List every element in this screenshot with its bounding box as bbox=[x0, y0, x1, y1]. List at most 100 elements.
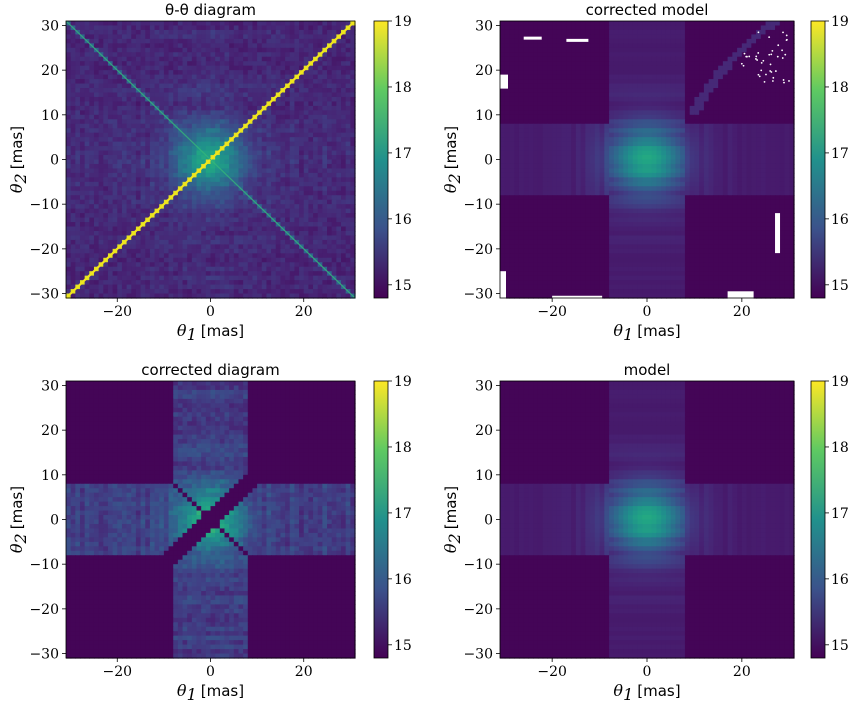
heatmap-cell bbox=[775, 21, 781, 27]
heatmap-cell bbox=[331, 101, 337, 107]
heatmap-cell bbox=[670, 29, 677, 36]
heatmap-cell bbox=[66, 159, 72, 165]
heatmap-cell bbox=[243, 43, 249, 49]
heatmap-cell bbox=[322, 83, 328, 89]
heatmap-cell bbox=[159, 163, 165, 170]
heatmap-cell bbox=[703, 74, 710, 80]
heatmap-cell bbox=[313, 132, 319, 138]
heatmap-cell bbox=[656, 70, 662, 76]
heatmap-cell bbox=[313, 168, 319, 174]
heatmap-cell bbox=[303, 181, 309, 187]
heatmap-cell bbox=[205, 65, 212, 71]
heatmap-cell bbox=[224, 25, 230, 31]
heatmap-cell bbox=[732, 38, 738, 44]
heatmap-cell bbox=[131, 52, 137, 58]
heatmap-cell bbox=[163, 177, 170, 183]
heatmap-cell bbox=[294, 150, 300, 156]
heatmap-cell bbox=[561, 88, 567, 94]
heatmap-cell bbox=[140, 199, 146, 205]
heatmap-cell bbox=[732, 56, 738, 62]
heatmap-cell bbox=[257, 284, 263, 290]
heatmap-cell bbox=[205, 56, 212, 62]
heatmap-cell bbox=[75, 56, 81, 62]
heatmap-cell bbox=[294, 293, 300, 299]
heatmap-cell bbox=[247, 92, 254, 98]
heatmap-cell bbox=[331, 168, 337, 174]
heatmap-cell bbox=[252, 65, 258, 71]
heatmap-cell bbox=[79, 253, 86, 259]
heatmap-cell bbox=[201, 262, 207, 268]
heatmap-cell bbox=[182, 83, 188, 89]
heatmap-cell bbox=[341, 159, 347, 165]
heatmap-cell bbox=[303, 155, 309, 161]
heatmap-cell bbox=[112, 34, 118, 40]
heatmap-cell bbox=[684, 83, 691, 89]
heatmap-cell bbox=[280, 235, 286, 241]
heatmap-cell bbox=[107, 21, 114, 27]
heatmap-cell bbox=[103, 248, 109, 254]
heatmap-cell bbox=[89, 105, 95, 111]
heatmap-cell bbox=[233, 293, 240, 299]
heatmap-cell bbox=[215, 222, 221, 228]
heatmap-cell bbox=[89, 275, 95, 281]
heatmap-cell bbox=[219, 163, 226, 170]
heatmap-cell bbox=[280, 230, 286, 237]
heatmap-cell bbox=[599, 79, 605, 85]
heatmap-cell bbox=[322, 217, 328, 223]
heatmap-cell bbox=[594, 47, 601, 53]
heatmap-cell bbox=[243, 172, 249, 178]
heatmap-cell bbox=[149, 208, 156, 214]
heatmap-cell bbox=[177, 47, 184, 53]
heatmap-cell bbox=[145, 181, 151, 187]
heatmap-cell bbox=[341, 257, 347, 263]
heatmap-cell bbox=[131, 74, 137, 80]
heatmap-cell bbox=[299, 132, 305, 138]
heatmap-cell bbox=[177, 74, 184, 80]
heatmap-cell bbox=[131, 248, 137, 254]
heatmap-cell bbox=[628, 38, 634, 44]
heatmap-cell bbox=[336, 105, 342, 111]
heatmap-cell bbox=[173, 141, 179, 147]
heatmap-cell bbox=[224, 208, 230, 214]
heatmap-cell bbox=[98, 257, 104, 263]
heatmap-cell bbox=[727, 74, 733, 80]
heatmap-cell bbox=[722, 92, 729, 98]
heatmap-cell bbox=[504, 34, 511, 40]
heatmap-cell bbox=[345, 47, 351, 53]
heatmap-cell bbox=[760, 29, 767, 36]
heatmap-cell bbox=[327, 110, 333, 116]
heatmap-cell bbox=[187, 92, 193, 98]
heatmap-cell bbox=[266, 190, 272, 196]
heatmap-cell bbox=[599, 21, 605, 27]
heatmap-cell bbox=[224, 92, 230, 98]
heatmap-cell bbox=[528, 83, 534, 89]
heatmap-cell bbox=[135, 172, 142, 178]
heatmap-cell bbox=[741, 92, 748, 98]
heatmap-cell bbox=[322, 128, 328, 134]
heatmap-cell bbox=[313, 244, 319, 250]
heatmap-cell bbox=[737, 74, 743, 80]
heatmap-cell bbox=[684, 92, 691, 98]
heatmap-cell bbox=[159, 29, 165, 36]
heatmap-cell bbox=[187, 271, 193, 277]
heatmap-cell bbox=[229, 128, 235, 134]
heatmap-cell bbox=[93, 181, 100, 187]
heatmap-cell bbox=[299, 239, 305, 245]
heatmap-cell bbox=[159, 123, 165, 129]
heatmap-cell bbox=[345, 163, 351, 170]
heatmap-cell bbox=[590, 74, 596, 80]
heatmap-cell bbox=[252, 150, 258, 156]
heatmap-cell bbox=[238, 222, 244, 228]
heatmap-cell bbox=[528, 47, 534, 53]
heatmap-cell bbox=[159, 235, 165, 241]
heatmap-cell bbox=[168, 239, 174, 245]
heatmap-cell bbox=[98, 199, 104, 205]
heatmap-cell bbox=[219, 275, 226, 281]
heatmap-cell bbox=[604, 43, 610, 49]
heatmap-cell bbox=[98, 213, 104, 219]
heatmap-cell bbox=[280, 177, 286, 183]
heatmap-cell bbox=[117, 248, 123, 254]
heatmap-cell bbox=[103, 181, 109, 187]
heatmap-cell bbox=[261, 289, 268, 295]
heatmap-cell bbox=[201, 190, 207, 196]
